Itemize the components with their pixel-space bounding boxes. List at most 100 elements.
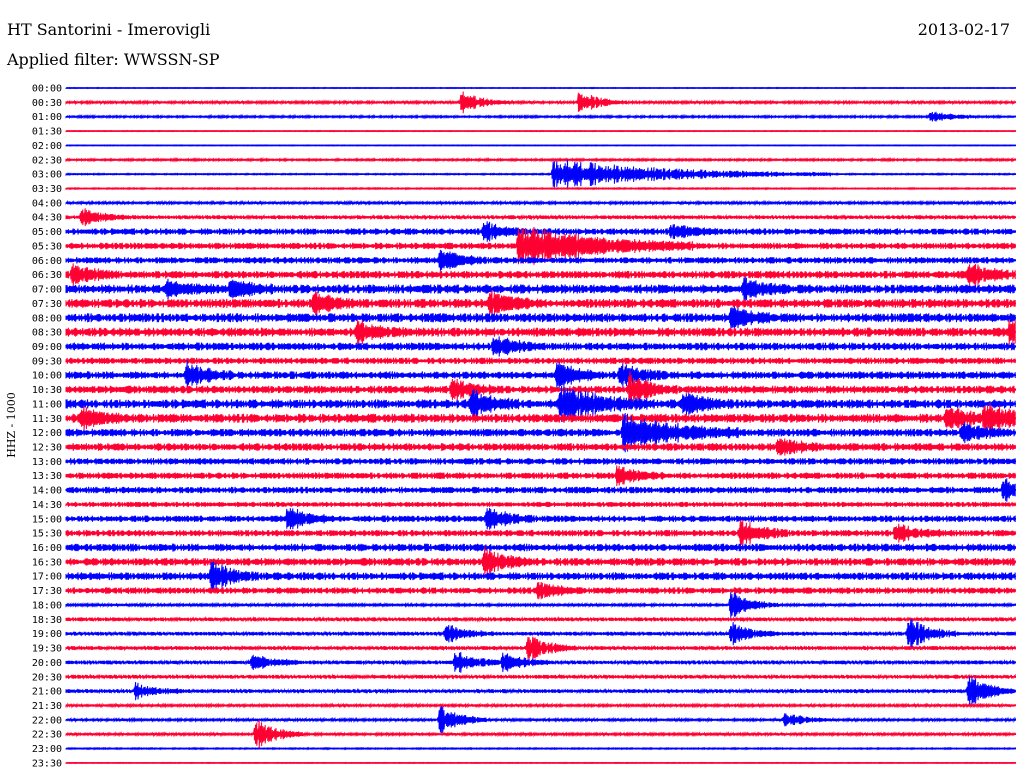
event-marker <box>80 211 83 224</box>
event-marker <box>166 284 169 294</box>
row-time-label: 01:30 <box>32 127 62 138</box>
event-marker <box>483 225 485 238</box>
event-marker <box>486 511 489 526</box>
event-marker <box>907 622 910 645</box>
row-time-label: 03:00 <box>32 170 62 181</box>
event-marker <box>945 409 948 427</box>
event-marker <box>445 627 447 640</box>
row-time-label: 10:30 <box>32 385 62 396</box>
row-time-label: 23:00 <box>32 744 62 755</box>
row-time-label: 11:00 <box>32 399 62 410</box>
event-marker <box>783 715 786 725</box>
event-marker <box>578 95 580 110</box>
trace-row-0800 <box>65 306 1016 329</box>
event-marker <box>730 596 732 614</box>
event-marker <box>71 268 74 281</box>
event-marker <box>454 655 457 670</box>
event-marker <box>669 226 672 237</box>
row-time-label: 02:00 <box>32 141 62 152</box>
row-time-label: 01:00 <box>32 112 62 123</box>
row-time-label: 10:00 <box>32 371 62 382</box>
row-time-label: 09:00 <box>32 342 62 353</box>
event-marker <box>983 409 986 427</box>
event-marker <box>438 253 441 268</box>
event-marker <box>742 283 745 295</box>
row-time-label: 18:30 <box>32 615 62 626</box>
row-time-label: 03:30 <box>32 184 62 195</box>
event-marker <box>251 656 254 669</box>
event-marker <box>286 511 289 526</box>
trace-group <box>65 86 1016 765</box>
event-marker <box>312 297 314 310</box>
row-time-label: 14:30 <box>32 500 62 511</box>
event-marker <box>555 368 558 383</box>
row-time-label: 12:30 <box>32 443 62 454</box>
event-marker <box>682 396 685 412</box>
row-time-label: 00:30 <box>32 98 62 109</box>
event-marker <box>628 380 631 400</box>
event-marker <box>451 383 454 396</box>
event-marker <box>1002 481 1005 499</box>
event-marker <box>730 626 732 641</box>
row-time-label: 15:00 <box>32 514 62 525</box>
row-time-label: 22:00 <box>32 715 62 726</box>
row-time-label: 06:00 <box>32 256 62 267</box>
row-time-label: 23:30 <box>32 758 62 769</box>
event-marker <box>502 656 504 669</box>
event-marker <box>616 469 618 482</box>
row-time-label: 00:00 <box>32 84 62 95</box>
row-time-label: 04:30 <box>32 213 62 224</box>
y-axis-label: HHZ - 1000 <box>5 392 18 458</box>
row-time-label: 05:00 <box>32 227 62 238</box>
event-marker <box>492 339 495 354</box>
row-time-label: 17:30 <box>32 586 62 597</box>
event-marker <box>967 681 970 701</box>
row-time-label: 22:30 <box>32 730 62 741</box>
event-marker <box>894 527 897 540</box>
filter-prefix: Applied filter: <box>7 50 119 69</box>
event-marker <box>739 524 742 542</box>
row-time-label: 13:30 <box>32 471 62 482</box>
row-time-label: 19:00 <box>32 629 62 640</box>
row-time-label: 21:30 <box>32 701 62 712</box>
row-time-label: 06:30 <box>32 270 62 281</box>
event-marker <box>210 566 213 586</box>
event-marker <box>460 95 463 110</box>
row-time-label: 14:00 <box>32 486 62 497</box>
event-marker <box>967 267 970 282</box>
event-marker <box>483 553 485 571</box>
filter-label: Applied filter: WWSSN-SP <box>7 52 220 68</box>
row-time-label: 09:30 <box>32 356 62 367</box>
event-marker <box>438 710 441 730</box>
row-time-label: 07:30 <box>32 299 62 310</box>
event-marker <box>229 283 232 295</box>
row-time-label: 18:00 <box>32 600 62 611</box>
event-marker <box>255 724 257 744</box>
filter-value: WWSSN-SP <box>123 50 220 69</box>
row-time-label: 20:30 <box>32 672 62 683</box>
event-marker <box>536 585 539 596</box>
event-marker <box>527 639 530 657</box>
row-time-label: 12:00 <box>32 428 62 439</box>
row-time-label: 16:00 <box>32 543 62 554</box>
event-marker <box>517 232 520 260</box>
row-time-label: 08:00 <box>32 313 62 324</box>
event-marker <box>1008 324 1011 340</box>
row-time-label: 17:00 <box>32 572 62 583</box>
event-marker <box>622 420 625 445</box>
event-marker <box>559 393 561 415</box>
event-marker <box>929 113 932 121</box>
station-title: HT Santorini - Imerovigli <box>7 20 211 39</box>
event-marker <box>185 366 188 384</box>
row-time-label: 11:30 <box>32 414 62 425</box>
event-marker <box>961 426 964 439</box>
event-marker <box>470 395 473 413</box>
event-marker <box>777 441 780 453</box>
row-time-label: 15:30 <box>32 529 62 540</box>
row-time-label: 13:00 <box>32 457 62 468</box>
event-marker <box>80 412 83 425</box>
row-time-label: 19:30 <box>32 644 62 655</box>
event-marker <box>356 326 359 339</box>
row-time-label: 08:30 <box>32 328 62 339</box>
